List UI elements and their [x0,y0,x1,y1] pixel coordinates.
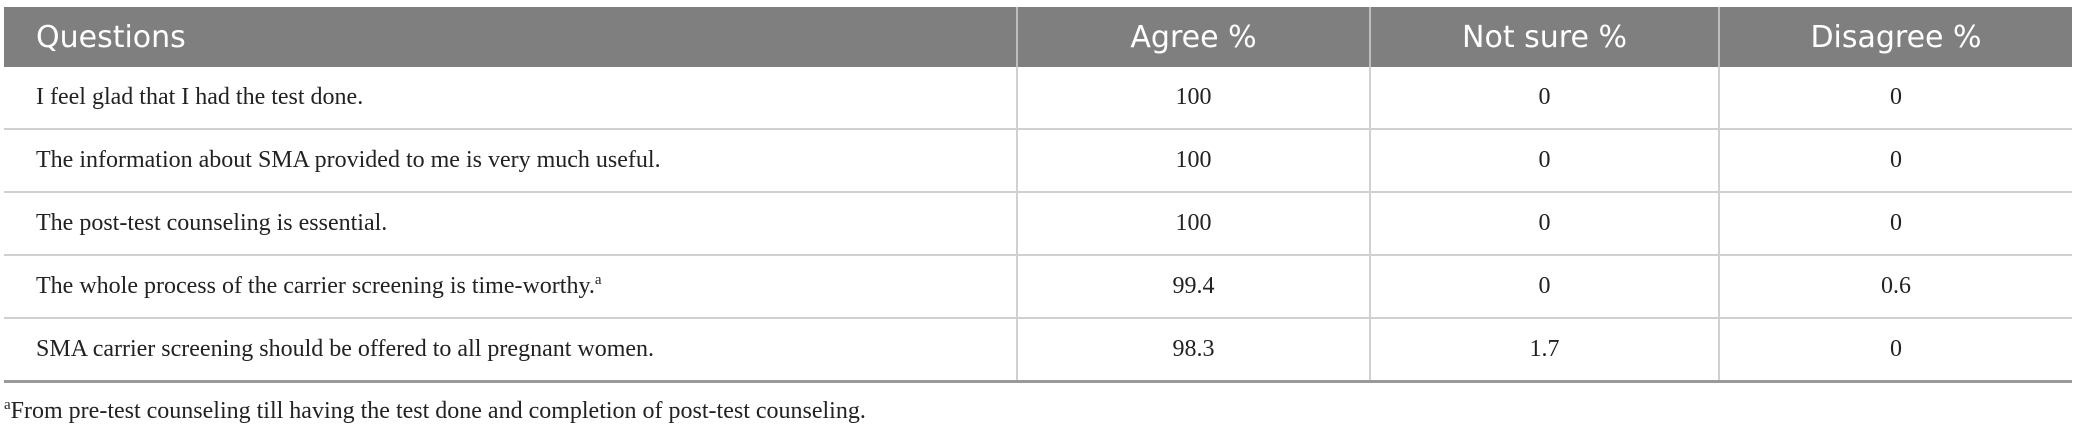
header-row: Questions Agree % Not sure % Disagree % [4,7,2072,67]
value-cell: 100 [1016,192,1370,256]
footnote-marker: a [594,272,602,288]
value-cell: 0 [1369,192,1719,256]
footnote: aFrom pre-test counseling till having th… [4,398,866,425]
column-header: Not sure % [1369,7,1719,67]
value-cell: 99.4 [1016,255,1370,319]
question-cell: The post-test counseling is essential. [4,192,1017,256]
table-row: I feel glad that I had the test done. 100… [4,67,2072,130]
table-row: The information about SMA provided to me… [4,129,2072,193]
survey-table: Questions Agree % Not sure % Disagree % I f… [4,7,2072,383]
footnote-marker: a [4,397,11,413]
value-cell: 0 [1718,129,2072,193]
value-cell: 0.6 [1718,255,2072,319]
question-text: The post-test counseling is essential. [36,210,388,236]
question-cell: SMA carrier screening should be offered … [4,318,1017,383]
question-text: SMA carrier screening should be offered … [36,336,655,362]
value-cell: 0 [1369,67,1719,130]
table-row: SMA carrier screening should be offered … [4,318,2072,383]
column-header: Agree % [1016,7,1370,67]
question-cell: The information about SMA provided to me… [4,129,1017,193]
column-header: Disagree % [1718,7,2072,67]
question-cell: I feel glad that I had the test done. [4,67,1017,130]
question-text: I feel glad that I had the test done. [36,84,364,110]
value-cell: 0 [1718,67,2072,130]
question-cell: The whole process of the carrier screeni… [4,255,1017,319]
question-text: The whole process of the carrier screeni… [36,273,595,299]
value-cell: 0 [1369,255,1719,319]
value-cell: 0 [1369,129,1719,193]
value-cell: 100 [1016,129,1370,193]
table-row: The whole process of the carrier screeni… [4,255,2072,319]
footnote-text: From pre-test counseling till having the… [10,398,866,424]
value-cell: 1.7 [1369,318,1719,383]
table-row: The post-test counseling is essential. 10… [4,192,2072,256]
question-text: The information about SMA provided to me… [36,147,661,173]
value-cell: 0 [1718,318,2072,383]
value-cell: 98.3 [1016,318,1370,383]
column-header: Questions [4,7,1017,67]
value-cell: 0 [1718,192,2072,256]
value-cell: 100 [1016,67,1370,130]
